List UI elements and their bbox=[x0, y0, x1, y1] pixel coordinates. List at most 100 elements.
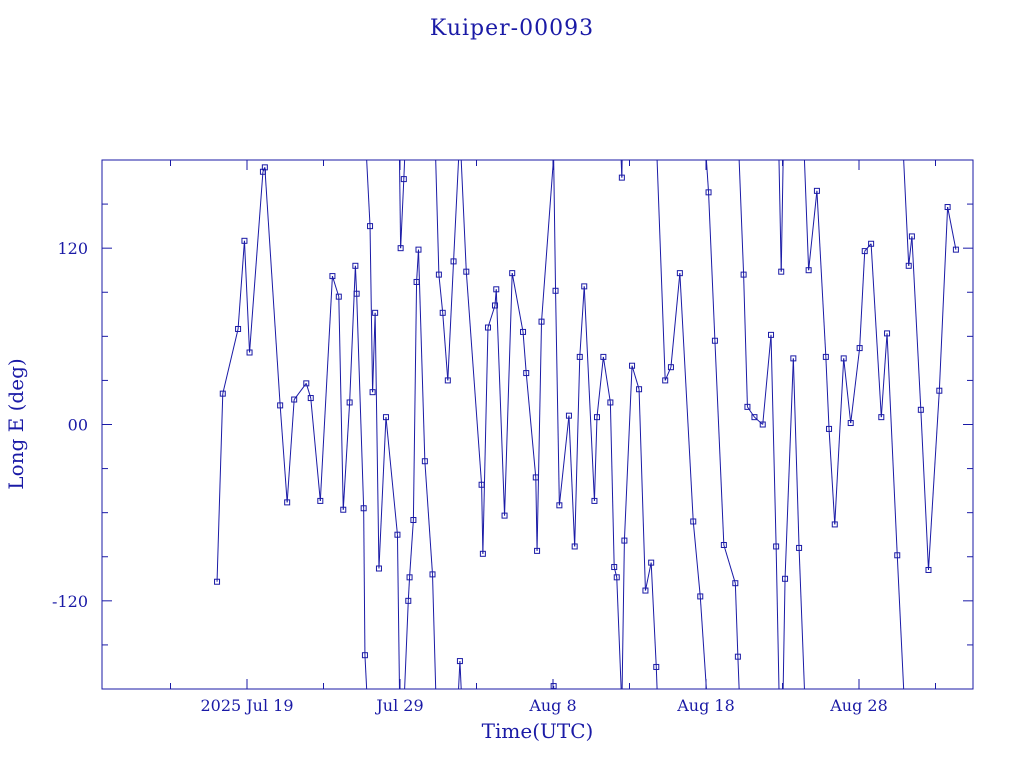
data-point-marker bbox=[884, 330, 891, 337]
data-point-marker bbox=[822, 353, 829, 360]
series-segment bbox=[623, 365, 633, 541]
axis-tick-labels: 2025 Jul 19 Jul 29 Aug 8 Aug 18 Aug 28 -120 00… bbox=[52, 239, 888, 715]
series-segment bbox=[447, 261, 455, 381]
data-point-marker bbox=[805, 267, 812, 274]
series-segment bbox=[870, 243, 882, 418]
series-segment bbox=[743, 274, 748, 407]
data-point-marker bbox=[361, 652, 368, 659]
data-point-marker bbox=[667, 364, 674, 371]
data-point-marker bbox=[303, 380, 310, 387]
series-segment bbox=[616, 577, 622, 689]
series-segment bbox=[369, 226, 374, 393]
series-segment bbox=[705, 160, 710, 193]
series-segment bbox=[356, 293, 365, 509]
series-segment bbox=[596, 356, 604, 418]
data-point-marker bbox=[796, 544, 803, 551]
series-segment bbox=[896, 555, 905, 689]
data-point-marker bbox=[397, 245, 404, 252]
series-segment bbox=[216, 393, 224, 582]
data-point-marker bbox=[878, 414, 885, 421]
series-segment bbox=[349, 265, 356, 403]
data-point-marker bbox=[552, 287, 559, 294]
series-segment bbox=[536, 321, 543, 551]
data-point-marker bbox=[400, 176, 407, 183]
series-segment bbox=[903, 160, 910, 266]
data-point-marker bbox=[367, 223, 374, 230]
data-point-marker bbox=[479, 550, 486, 557]
data-point-marker bbox=[600, 353, 607, 360]
y-tick-label: -120 bbox=[52, 592, 88, 611]
data-point-marker bbox=[782, 575, 789, 582]
series-segment bbox=[465, 271, 483, 485]
y-tick-label: 00 bbox=[68, 416, 88, 435]
series-segment bbox=[613, 566, 618, 578]
data-point-marker bbox=[952, 246, 959, 253]
data-point-marker bbox=[676, 270, 683, 277]
series-segment bbox=[374, 312, 380, 569]
series-segment bbox=[737, 656, 740, 689]
data-point-marker bbox=[352, 262, 359, 269]
data-point-marker bbox=[478, 481, 485, 488]
series-segment bbox=[583, 286, 595, 501]
data-point-marker bbox=[444, 377, 451, 384]
data-point-marker bbox=[648, 559, 655, 566]
data-point-marker bbox=[491, 302, 498, 309]
y-tick-label: 120 bbox=[57, 239, 88, 258]
data-point-marker bbox=[868, 240, 875, 247]
data-point-marker bbox=[653, 663, 660, 670]
data-point-marker bbox=[636, 386, 643, 393]
data-point-marker bbox=[410, 517, 417, 524]
data-point-marker bbox=[382, 414, 389, 421]
series-segment bbox=[487, 305, 496, 328]
data-point-marker bbox=[944, 204, 951, 211]
series-segment bbox=[372, 312, 376, 393]
data-point-marker bbox=[936, 387, 943, 394]
data-layer bbox=[214, 160, 959, 689]
series-segment bbox=[609, 402, 615, 568]
series-segment bbox=[714, 340, 725, 546]
series-segment bbox=[602, 356, 611, 403]
series-segment bbox=[522, 331, 527, 374]
series-segment bbox=[780, 160, 784, 272]
data-point-marker bbox=[534, 547, 541, 554]
data-point-marker bbox=[484, 324, 491, 331]
data-point-marker bbox=[214, 578, 221, 585]
series-segment bbox=[734, 583, 739, 657]
data-point-marker bbox=[840, 355, 847, 362]
data-point-marker bbox=[705, 189, 712, 196]
series-segment bbox=[864, 243, 872, 252]
series-segment bbox=[366, 160, 371, 227]
data-point-marker bbox=[697, 593, 704, 600]
x-axis-label: Time(UTC) bbox=[481, 719, 594, 743]
series-segment bbox=[385, 417, 398, 535]
series-segment bbox=[279, 405, 288, 503]
data-point-marker bbox=[629, 362, 636, 369]
series-segment bbox=[409, 519, 414, 578]
data-point-marker bbox=[538, 318, 545, 325]
x-tick-label: Jul 29 bbox=[374, 696, 423, 715]
x-tick-label: Aug 18 bbox=[676, 696, 735, 715]
data-point-marker bbox=[429, 571, 436, 578]
series-segment bbox=[558, 415, 570, 506]
series-segment bbox=[670, 273, 681, 368]
series-segment bbox=[778, 160, 782, 272]
series-segment bbox=[568, 415, 576, 547]
data-point-marker bbox=[720, 541, 727, 548]
series-segment bbox=[286, 399, 295, 503]
data-point-marker bbox=[861, 248, 868, 255]
data-point-marker bbox=[405, 597, 412, 604]
data-point-marker bbox=[607, 399, 614, 406]
series-segment bbox=[927, 390, 940, 571]
x-tick-label: Aug 8 bbox=[528, 696, 576, 715]
series-segment bbox=[798, 547, 805, 689]
data-point-marker bbox=[520, 328, 527, 335]
series-segment bbox=[363, 508, 366, 656]
data-point-marker bbox=[905, 262, 912, 269]
data-point-marker bbox=[556, 502, 563, 509]
x-tick-label: 2025 Jul 19 bbox=[200, 696, 293, 715]
series-segment bbox=[482, 327, 489, 554]
series-segment bbox=[708, 192, 716, 341]
data-point-marker bbox=[711, 337, 718, 344]
series-segment bbox=[775, 546, 780, 689]
